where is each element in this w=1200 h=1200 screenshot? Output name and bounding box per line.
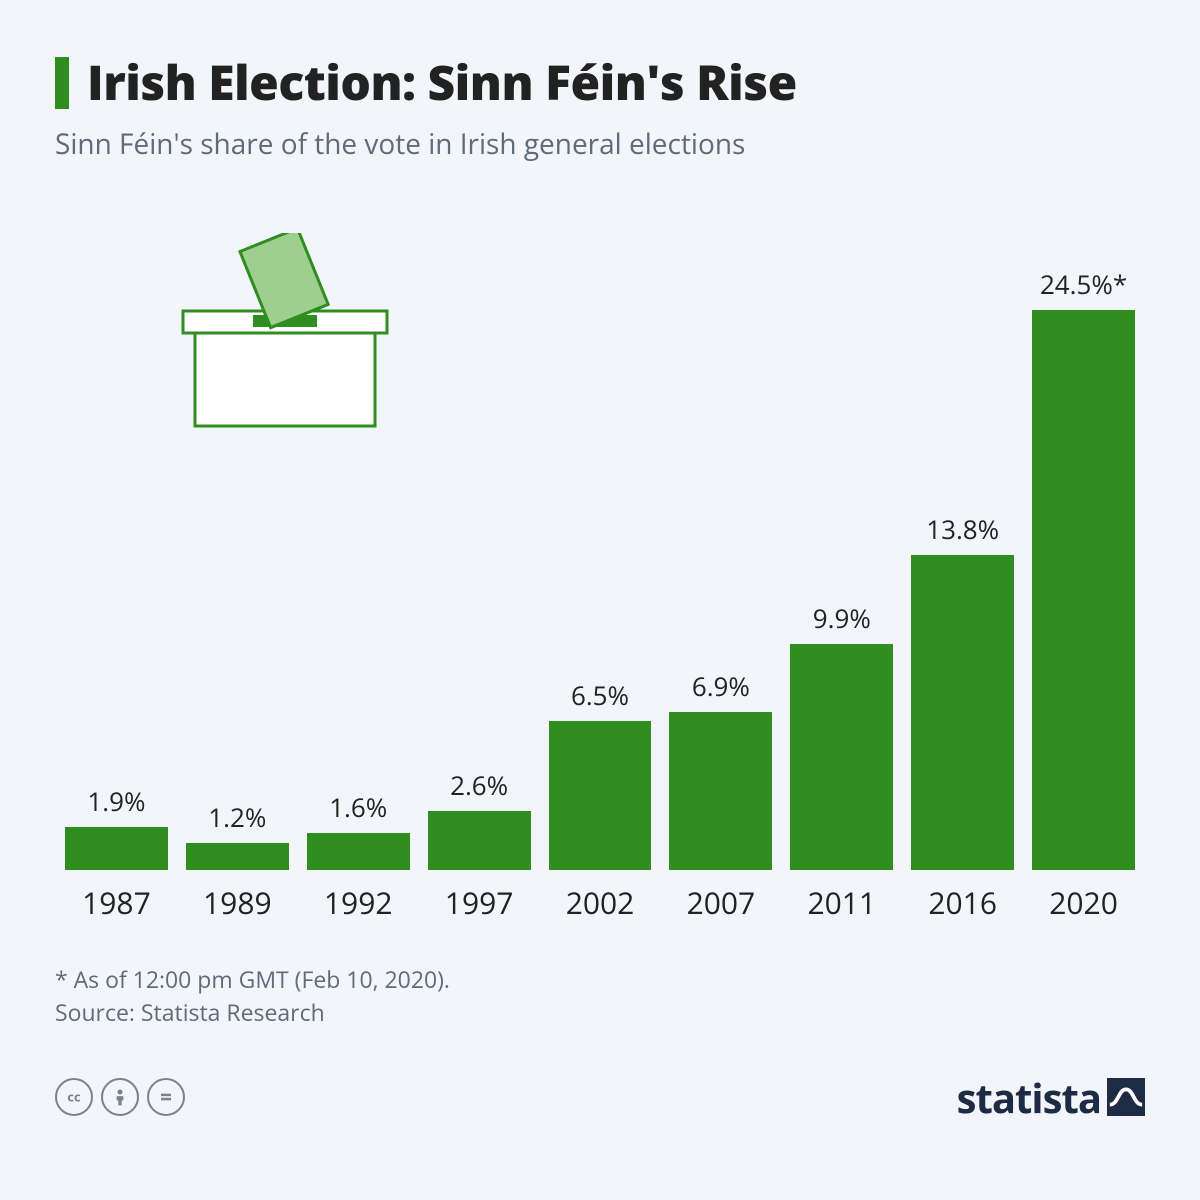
page-title: Irish Election: Sinn Féin's Rise — [87, 50, 797, 115]
footnotes: * As of 12:00 pm GMT (Feb 10, 2020). Sou… — [55, 963, 1145, 1030]
bar-value-label: 13.8% — [926, 511, 999, 547]
bar-value-label: 1.9% — [87, 783, 145, 819]
bar-column: 6.5% 2002 — [549, 677, 652, 923]
bar — [549, 721, 652, 870]
bar — [790, 644, 893, 870]
bar-column: 9.9% 2011 — [790, 600, 893, 923]
bar-category-label: 2016 — [928, 882, 997, 923]
bar-category-label: 1992 — [324, 882, 393, 923]
bar-column: 1.9% 1987 — [65, 783, 168, 923]
bar-column: 2.6% 1997 — [428, 767, 531, 923]
footnote-source: Source: Statista Research — [55, 996, 1145, 1029]
bar-category-label: 2011 — [807, 882, 876, 923]
bar-category-label: 2002 — [566, 882, 635, 923]
svg-text:cc: cc — [67, 1088, 81, 1106]
bar-value-label: 1.6% — [329, 789, 387, 825]
statista-wave-icon — [1107, 1078, 1145, 1116]
bar-value-label: 6.9% — [692, 668, 750, 704]
bar-category-label: 1997 — [445, 882, 514, 923]
logo-text: statista — [957, 1070, 1101, 1125]
bar-value-label: 24.5%* — [1040, 266, 1127, 302]
bar — [669, 712, 772, 870]
header: Irish Election: Sinn Féin's Rise — [55, 50, 1145, 115]
accent-bar — [55, 57, 69, 109]
footer: cc statista — [55, 1070, 1145, 1125]
bar-category-label: 2007 — [687, 882, 756, 923]
bar-value-label: 1.2% — [208, 799, 266, 835]
bar-value-label: 9.9% — [813, 600, 871, 636]
nd-icon — [147, 1078, 185, 1116]
bar — [428, 811, 531, 870]
statista-logo: statista — [957, 1070, 1145, 1125]
bar-value-label: 2.6% — [450, 767, 508, 803]
bar-value-label: 6.5% — [571, 677, 629, 713]
bar-column: 1.2% 1989 — [186, 799, 289, 923]
bar — [186, 843, 289, 870]
bar-column: 24.5%* 2020 — [1032, 266, 1135, 923]
cc-license-icons: cc — [55, 1078, 185, 1116]
bar-category-label: 2020 — [1049, 882, 1118, 923]
bar — [307, 833, 410, 870]
ballot-box-icon — [175, 233, 395, 448]
bar — [1032, 310, 1135, 870]
bar-category-label: 1987 — [82, 882, 151, 923]
bar-column: 1.6% 1992 — [307, 789, 410, 923]
bar — [65, 827, 168, 870]
by-icon — [101, 1078, 139, 1116]
footnote-asterisk: * As of 12:00 pm GMT (Feb 10, 2020). — [55, 963, 1145, 996]
bar — [911, 555, 1014, 870]
bar-column: 6.9% 2007 — [669, 668, 772, 923]
bar-category-label: 1989 — [203, 882, 272, 923]
subtitle: Sinn Féin's share of the vote in Irish g… — [55, 125, 1145, 163]
bar-column: 13.8% 2016 — [911, 511, 1014, 923]
cc-icon: cc — [55, 1078, 93, 1116]
bar-chart: 1.9% 1987 1.2% 1989 1.6% 1992 2.6% 1997 6.5% 2002… — [55, 193, 1145, 923]
